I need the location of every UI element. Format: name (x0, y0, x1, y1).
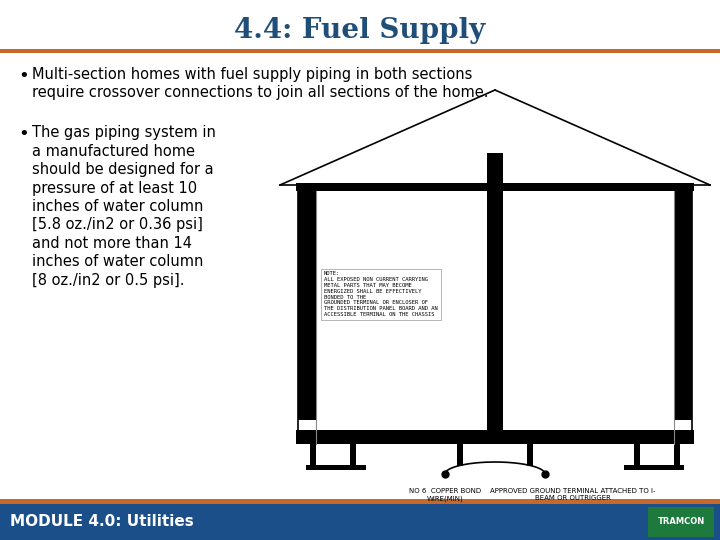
Text: inches of water column: inches of water column (32, 254, 203, 269)
Text: •: • (18, 125, 29, 143)
Text: APPROVED GROUND TERMINAL ATTACHED TO I-
BEAM OR OUTRIGGER: APPROVED GROUND TERMINAL ATTACHED TO I- … (490, 488, 656, 501)
Text: Multi-section homes with fuel supply piping in both sections: Multi-section homes with fuel supply pip… (32, 67, 472, 82)
Bar (624, 465, 684, 470)
Text: inches of water column: inches of water column (32, 199, 203, 214)
Text: a manufactured home: a manufactured home (32, 144, 195, 159)
Bar (296, 183, 694, 191)
Bar (310, 444, 316, 466)
Text: TRAMCON: TRAMCON (657, 517, 705, 526)
Text: [5.8 oz./in2 or 0.36 psi]: [5.8 oz./in2 or 0.36 psi] (32, 218, 203, 233)
Bar (487, 153, 503, 444)
Text: require crossover connections to join all sections of the home.: require crossover connections to join al… (32, 85, 488, 100)
Bar (648, 507, 714, 537)
Text: pressure of at least 10: pressure of at least 10 (32, 180, 197, 195)
Text: and not more than 14: and not more than 14 (32, 236, 192, 251)
Bar (674, 444, 680, 466)
Text: MODULE 4.0: Utilities: MODULE 4.0: Utilities (10, 515, 194, 530)
Bar (306, 465, 366, 470)
Bar (0, 504, 720, 540)
Bar (298, 189, 316, 420)
Bar (527, 444, 533, 466)
Bar (674, 189, 692, 420)
Text: 4.4: Fuel Supply: 4.4: Fuel Supply (235, 17, 485, 44)
Bar (296, 430, 694, 444)
Bar (0, 499, 720, 504)
Text: NO 6  COPPER BOND
WIRE(MIN): NO 6 COPPER BOND WIRE(MIN) (409, 488, 481, 502)
Bar (350, 444, 356, 466)
Text: should be designed for a: should be designed for a (32, 162, 214, 177)
Text: [8 oz./in2 or 0.5 psi].: [8 oz./in2 or 0.5 psi]. (32, 273, 184, 288)
Bar (634, 444, 640, 466)
Text: •: • (18, 67, 29, 85)
Bar (0, 49, 720, 53)
Bar (457, 444, 463, 466)
Text: NOTE:
ALL EXPOSED NON CURRENT CARRYING
METAL PARTS THAT MAY BECOME
ENERGIZED SHA: NOTE: ALL EXPOSED NON CURRENT CARRYING M… (324, 272, 438, 317)
Text: The gas piping system in: The gas piping system in (32, 125, 216, 140)
